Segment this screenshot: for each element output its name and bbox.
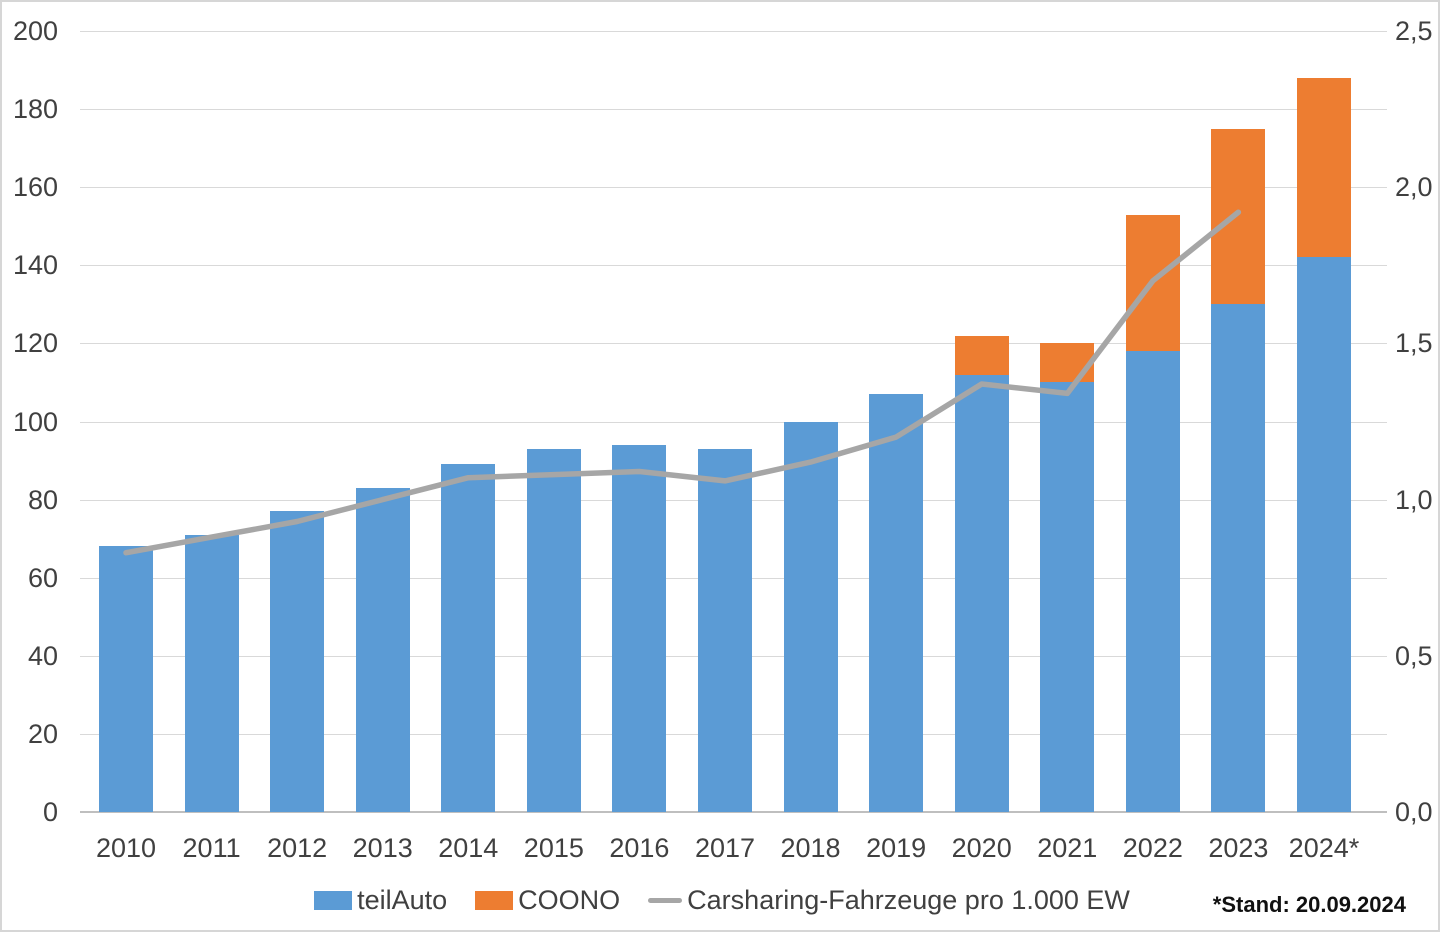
left-axis-tick-label: 160 — [12, 172, 58, 203]
gridline — [80, 343, 1387, 345]
legend-label: teilAuto — [357, 884, 448, 915]
right-axis-tick-label: 0,0 — [1395, 797, 1433, 827]
legend-item-COONO: COONO — [475, 885, 620, 916]
gridline — [80, 265, 1387, 267]
x-axis-label-2012: 2012 — [267, 833, 328, 863]
bar-segment-teilAuto-2011 — [184, 534, 239, 812]
bar-segment-teilAuto-2021 — [1040, 382, 1095, 812]
legend-swatch-square-icon — [475, 890, 514, 910]
legend-swatch-square-icon — [314, 890, 353, 910]
bar-segment-teilAuto-2018 — [783, 421, 838, 812]
bar-segment-COONO-2020 — [954, 335, 1009, 375]
bar-segment-teilAuto-2019 — [869, 394, 924, 812]
gridline — [80, 109, 1387, 111]
footnote: *Stand: 20.09.2024 — [1212, 892, 1406, 917]
x-axis-label-2014: 2014 — [438, 833, 499, 863]
right-axis-tick-label: 1,0 — [1395, 484, 1433, 515]
left-axis-tick-label: 140 — [12, 250, 58, 281]
bar-segment-COONO-2021 — [1040, 343, 1095, 383]
x-axis-label-2024*: 2024* — [1288, 833, 1360, 863]
legend-item-teilAuto: teilAuto — [314, 885, 447, 916]
left-axis-tick-label: 80 — [27, 484, 58, 515]
left-axis-tick-label: 200 — [12, 16, 58, 46]
bar-segment-teilAuto-2010 — [99, 546, 153, 812]
x-axis-label-2020: 2020 — [951, 833, 1012, 863]
gridline — [80, 31, 1387, 32]
left-axis-tick-label: 20 — [27, 718, 58, 749]
legend-item-Carsharing-Fahrzeuge pro 1.000 EW: Carsharing-Fahrzeuge pro 1.000 EW — [648, 885, 1130, 916]
right-axis-tick-label: 2,0 — [1395, 172, 1433, 203]
x-axis-label-2013: 2013 — [352, 833, 413, 863]
bar-segment-teilAuto-2023 — [1211, 304, 1266, 812]
bar-segment-teilAuto-2022 — [1125, 351, 1180, 812]
x-axis-label-2017: 2017 — [694, 833, 756, 863]
bar-segment-teilAuto-2020 — [954, 374, 1009, 812]
x-axis-label-2019: 2019 — [866, 833, 927, 863]
x-axis-label-2021: 2021 — [1037, 833, 1098, 863]
left-axis-tick-label: 100 — [12, 406, 58, 437]
left-axis-tick-label: 40 — [27, 640, 58, 671]
right-axis-tick-label: 0,5 — [1395, 640, 1433, 671]
bar-segment-teilAuto-2015 — [526, 448, 581, 812]
x-axis-label-2011: 2011 — [182, 833, 241, 863]
legend-swatch-line-icon — [648, 897, 683, 903]
left-axis-tick-label: 0 — [42, 797, 58, 827]
bar-segment-teilAuto-2024* — [1296, 257, 1351, 812]
bar-segment-COONO-2024* — [1296, 77, 1351, 258]
bar-segment-teilAuto-2013 — [355, 487, 410, 812]
legend-label: COONO — [518, 884, 621, 915]
category-axis-line — [80, 811, 1387, 813]
left-axis-tick-label: 120 — [12, 328, 58, 359]
x-axis-label-2010: 2010 — [95, 833, 157, 863]
bar-segment-teilAuto-2017 — [697, 448, 752, 812]
bar-segment-COONO-2022 — [1125, 214, 1180, 352]
bar-segment-teilAuto-2012 — [270, 511, 325, 812]
x-axis-label-2018: 2018 — [780, 833, 841, 863]
legend-label: Carsharing-Fahrzeuge pro 1.000 EW — [687, 884, 1130, 915]
x-axis-label-2022: 2022 — [1122, 833, 1183, 863]
bar-segment-teilAuto-2014 — [441, 464, 496, 812]
x-axis-label-2016: 2016 — [609, 833, 670, 863]
legend: teilAuto COONO Carsharing-Fahrzeuge pro 1.… — [2, 882, 1438, 918]
left-axis-tick-label: 180 — [12, 94, 58, 125]
bar-segment-teilAuto-2016 — [612, 444, 667, 812]
left-axis-tick-label: 60 — [27, 562, 58, 593]
x-axis-label-2023: 2023 — [1208, 833, 1269, 863]
bar-segment-COONO-2023 — [1211, 128, 1266, 305]
right-axis-tick-label: 1,5 — [1395, 328, 1433, 359]
right-axis-tick-label: 2,5 — [1395, 16, 1433, 46]
gridline — [80, 421, 1387, 423]
x-axis-label-2015: 2015 — [523, 833, 584, 863]
gridline — [80, 187, 1387, 189]
